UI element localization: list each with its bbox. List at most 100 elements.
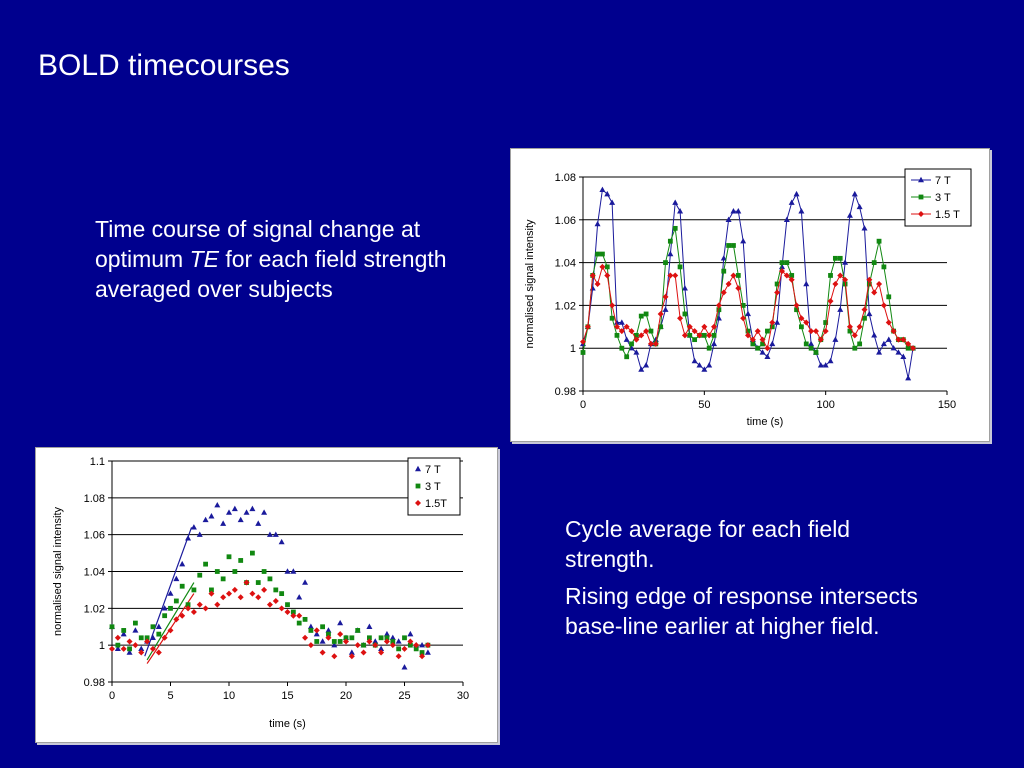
chart1-data-point [759,336,766,343]
chart1-legend-label: 7 T [935,175,951,187]
chart2-data-point [126,649,133,655]
chart2-data-point [407,630,414,637]
chart1-data-point [725,281,732,287]
chart2-data-point [337,639,343,644]
chart1-data-point [885,336,892,342]
chart1-data-point [866,276,873,283]
chart1-data-point [765,328,770,334]
chart2-data-point [255,580,261,585]
chart1-data-point [837,272,844,279]
chart1-data-point [725,216,732,222]
chart1-data-point [750,341,756,347]
chart1-data-point [890,345,897,351]
chart2-fit-line [146,582,195,661]
chart1-data-point [696,332,703,339]
chart1-data-point [886,294,892,300]
chart1-data-point [672,272,679,279]
chart1-data-point [681,285,688,291]
chart2-data-point [167,590,174,596]
chart2-data-point [120,645,127,652]
chart1-data-point [856,323,863,330]
cycle-average-chart: 0.98 1 1.02 1.04 1.06 1.08 1.1 0 5 10 15 20 25 30 time… [35,447,498,743]
chart2-data-point [331,641,338,648]
chart2-data-point [249,590,256,597]
chart1-data-point [764,353,771,359]
chart2-data-point [337,619,344,626]
chart2-data-point [179,560,186,567]
chart1-data-point [716,307,722,313]
chart1-data-point [600,251,605,257]
chart1-data-point [822,328,829,335]
chart2-data-point [314,639,320,644]
chart1-data-point [609,199,616,205]
chart2-data-point [278,605,285,612]
chart2-data-point [424,649,431,655]
chart2-data-point [190,524,197,530]
chart1-data-point [677,208,684,214]
chart1-data-point [813,350,819,355]
chart1-data-point [808,340,815,347]
chart1-series [580,186,917,381]
chart2-x-tick-label: 30 [457,690,469,702]
chart1-data-point [851,332,858,339]
chart1-data-point [817,336,824,343]
chart2-data-point [196,601,203,608]
chart2-x-tick-label: 10 [223,690,235,702]
chart2-legend-label: 7 T [425,464,441,476]
chart2-data-point [419,650,425,655]
chart1-data-point [803,280,810,287]
chart1-data-point [846,212,853,218]
chart2-data-point [161,605,168,611]
chart2-data-point [319,649,326,656]
chart1-data-point [861,306,868,313]
chart2-data-point [167,627,174,634]
chart1-data-point [755,345,761,351]
chart1-data-point [856,203,863,210]
chart1-data-point [783,272,790,279]
chart2-data-point [115,642,121,648]
chart1-data-point [852,345,858,351]
chart1-data-point [880,302,887,309]
chart1-x-ticks: 0 50 100 150 [580,391,956,411]
chart1-data-point [643,311,649,317]
chart1-y-tick-label: 1.08 [555,172,576,184]
chart1-data-point [706,332,713,339]
chart1-data-point [735,285,742,292]
chart2-data-point [132,642,139,649]
timecourse-chart: 0.98 1 1.02 1.04 1.06 1.08 0 50 100 150 time (s) no… [510,148,990,442]
chart1-data-point [720,289,727,296]
chart2-data-point [337,631,344,638]
chart1-data-point [769,324,775,330]
chart1-data-point [794,307,799,313]
chart2-data-point [325,627,332,633]
chart2-data-point [407,642,413,648]
chart1-data-point [701,323,708,330]
chart2-x-axis-label: time (s) [269,718,306,730]
chart2-x-tick-label: 5 [167,690,173,702]
chart1-x-tick-label: 50 [698,399,710,411]
chart2-data-point [378,645,385,652]
chart1-data-point [589,272,596,279]
chart2-data-point [231,586,238,593]
chart2-data-point [155,649,162,656]
chart1-data-point [876,281,883,287]
chart1-data-point [618,319,625,325]
chart2-data-point [407,638,414,645]
chart2-data-point [389,642,396,649]
chart1-data-point [638,313,644,319]
chart1-data-point [691,357,698,364]
chart2-data-point [162,613,168,619]
chart2-data-point [232,569,238,574]
chart1-legend: 7 T 3 T 1.5 T [904,168,972,227]
chart1-data-point [745,328,751,334]
chart1-data-point [861,225,868,231]
cycle-average-chart-svg: 0.98 1 1.02 1.04 1.06 1.08 1.1 0 5 10 15 20 25 30 time… [52,456,469,730]
chart1-data-point [832,336,839,342]
chart1-data-point [905,374,912,381]
chart1-data-point [706,362,713,368]
chart1-x-axis-label: time (s) [747,416,784,428]
chart2-legend: 7 T 3 T 1.5T [407,457,461,516]
chart1-data-point [799,324,804,330]
chart1-data-point [652,340,659,347]
chart2-data-point [144,635,150,641]
